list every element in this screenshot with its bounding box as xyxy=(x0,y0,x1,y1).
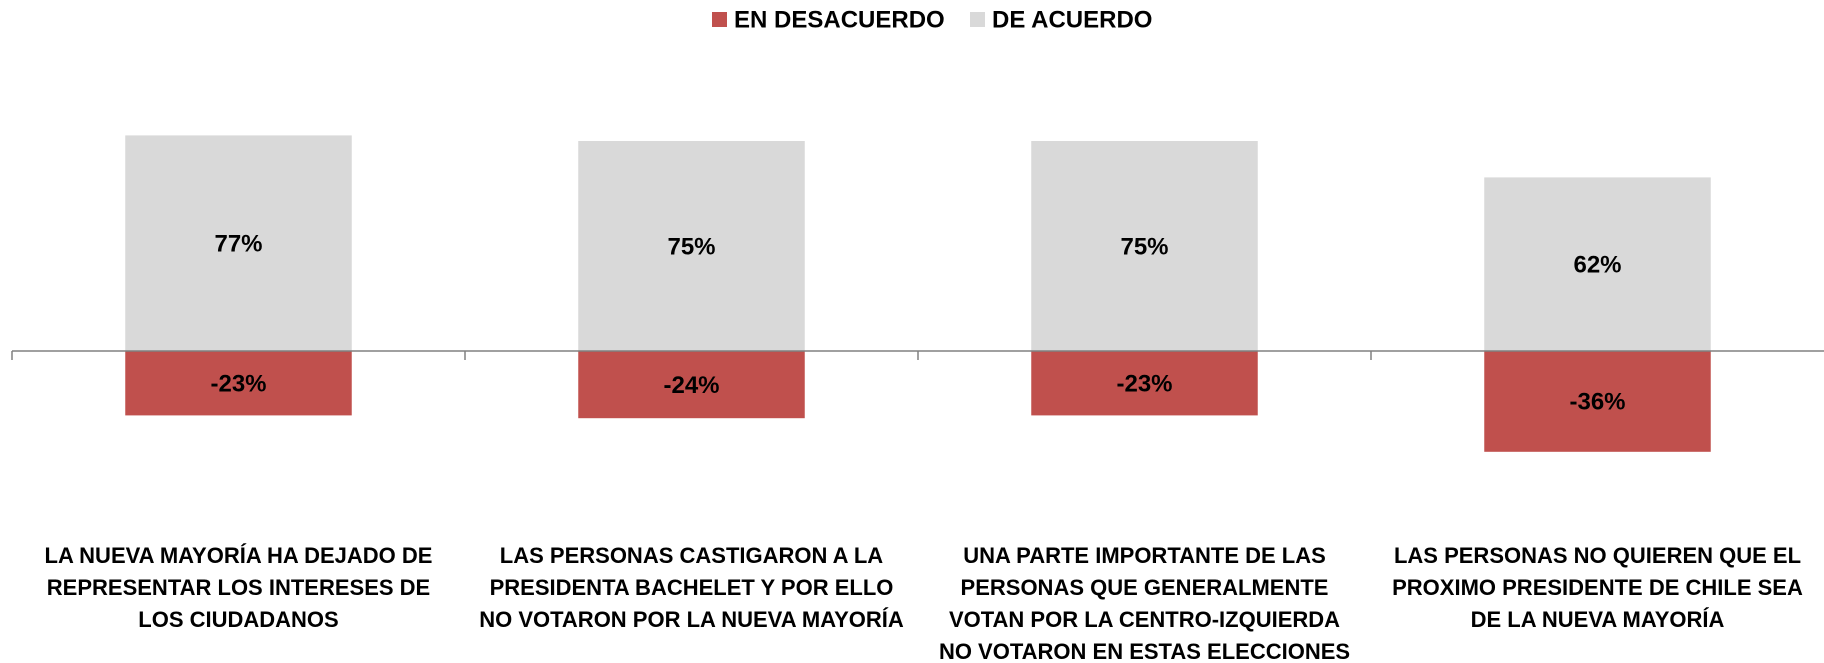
legend-swatch xyxy=(970,12,985,27)
value-label: -36% xyxy=(1569,389,1625,416)
category-label: UNA PARTE IMPORTANTE DE LAS PERSONAS QUE… xyxy=(938,543,1351,663)
bar xyxy=(1031,141,1258,351)
bar xyxy=(578,351,805,419)
value-label: 77% xyxy=(214,231,262,258)
bar xyxy=(1484,177,1711,351)
legend-label: EN DESACUERDO xyxy=(734,6,945,33)
bar xyxy=(125,351,352,416)
legend-label: DE ACUERDO xyxy=(992,6,1152,33)
bar xyxy=(1484,351,1711,452)
category-label: LAS PERSONAS CASTIGARON A LA PRESIDENTA … xyxy=(479,543,904,632)
bar xyxy=(578,141,805,351)
value-label: 62% xyxy=(1573,252,1621,279)
value-label: 75% xyxy=(667,233,715,260)
value-label: 75% xyxy=(1120,233,1168,260)
category-label: LA NUEVA MAYORÍA HA DEJADO DE REPRESENTA… xyxy=(44,543,433,632)
category-label: LAS PERSONAS NO QUIEREN QUE EL PROXIMO P… xyxy=(1392,543,1803,632)
value-label: -23% xyxy=(1116,371,1172,398)
bar xyxy=(125,135,352,351)
value-label: -24% xyxy=(663,372,719,399)
value-label: -23% xyxy=(210,371,266,398)
legend-swatch xyxy=(712,12,727,27)
bar xyxy=(1031,351,1258,416)
